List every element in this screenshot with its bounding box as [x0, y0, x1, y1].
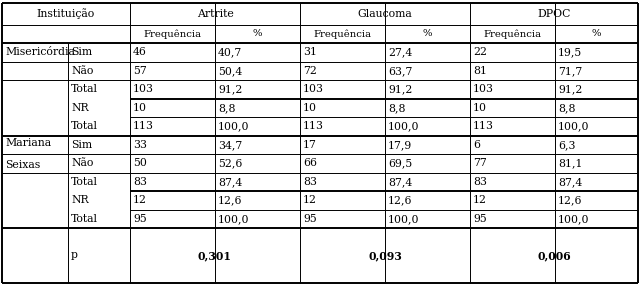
- Text: 40,7: 40,7: [218, 47, 242, 57]
- Text: Sim: Sim: [71, 140, 92, 150]
- Text: Mariana: Mariana: [5, 138, 51, 148]
- Text: 12: 12: [303, 195, 317, 205]
- Text: p: p: [71, 251, 78, 260]
- Text: 19,5: 19,5: [558, 47, 582, 57]
- Text: 12,6: 12,6: [388, 195, 413, 205]
- Text: 91,2: 91,2: [218, 84, 243, 94]
- Text: Instituição: Instituição: [37, 9, 95, 19]
- Text: Frequência: Frequência: [483, 29, 542, 39]
- Text: NR: NR: [71, 195, 89, 205]
- Text: 95: 95: [473, 214, 487, 224]
- Text: 57: 57: [133, 66, 147, 76]
- Text: 100,0: 100,0: [218, 214, 250, 224]
- Text: 103: 103: [303, 84, 324, 94]
- Text: 52,6: 52,6: [218, 158, 243, 168]
- Text: 91,2: 91,2: [388, 84, 412, 94]
- Text: 46: 46: [133, 47, 147, 57]
- Text: 0,093: 0,093: [368, 250, 402, 261]
- Text: 91,2: 91,2: [558, 84, 582, 94]
- Text: Frequência: Frequência: [143, 29, 202, 39]
- Text: 83: 83: [133, 177, 147, 187]
- Text: 33: 33: [133, 140, 147, 150]
- Text: 10: 10: [303, 103, 317, 113]
- Text: 8,8: 8,8: [558, 103, 575, 113]
- Text: 17,9: 17,9: [388, 140, 412, 150]
- Text: 6: 6: [473, 140, 480, 150]
- Text: 87,4: 87,4: [388, 177, 412, 187]
- Text: 87,4: 87,4: [558, 177, 582, 187]
- Text: 103: 103: [133, 84, 154, 94]
- Text: 100,0: 100,0: [218, 121, 250, 131]
- Text: Não: Não: [71, 66, 93, 76]
- Text: 83: 83: [303, 177, 317, 187]
- Text: %: %: [592, 30, 602, 38]
- Text: NR: NR: [71, 103, 89, 113]
- Text: 17: 17: [303, 140, 317, 150]
- Text: Glaucoma: Glaucoma: [358, 9, 412, 19]
- Text: 50: 50: [133, 158, 147, 168]
- Text: 87,4: 87,4: [218, 177, 242, 187]
- Text: 12,6: 12,6: [558, 195, 582, 205]
- Text: 27,4: 27,4: [388, 47, 412, 57]
- Text: 71,7: 71,7: [558, 66, 582, 76]
- Text: 113: 113: [303, 121, 324, 131]
- Text: 72: 72: [303, 66, 317, 76]
- Text: 103: 103: [473, 84, 494, 94]
- Text: 22: 22: [473, 47, 487, 57]
- Text: 12,6: 12,6: [218, 195, 243, 205]
- Text: 12: 12: [133, 195, 147, 205]
- Text: 95: 95: [133, 214, 147, 224]
- Text: 100,0: 100,0: [558, 214, 589, 224]
- Text: 81,1: 81,1: [558, 158, 582, 168]
- Text: 100,0: 100,0: [388, 121, 419, 131]
- Text: 63,7: 63,7: [388, 66, 412, 76]
- Text: 95: 95: [303, 214, 317, 224]
- Text: Não: Não: [71, 158, 93, 168]
- Text: Frequência: Frequência: [313, 29, 372, 39]
- Text: 113: 113: [473, 121, 494, 131]
- Text: Total: Total: [71, 121, 98, 131]
- Text: 83: 83: [473, 177, 487, 187]
- Text: 34,7: 34,7: [218, 140, 242, 150]
- Text: 50,4: 50,4: [218, 66, 242, 76]
- Text: 100,0: 100,0: [388, 214, 419, 224]
- Text: Misericórdia: Misericórdia: [5, 47, 75, 57]
- Text: 10: 10: [133, 103, 147, 113]
- Text: 69,5: 69,5: [388, 158, 412, 168]
- Text: 31: 31: [303, 47, 317, 57]
- Text: Total: Total: [71, 177, 98, 187]
- Text: 0,006: 0,006: [537, 250, 571, 261]
- Text: 100,0: 100,0: [558, 121, 589, 131]
- Text: 66: 66: [303, 158, 317, 168]
- Text: Sim: Sim: [71, 47, 92, 57]
- Text: 6,3: 6,3: [558, 140, 575, 150]
- Text: 10: 10: [473, 103, 487, 113]
- Text: 77: 77: [473, 158, 487, 168]
- Text: Total: Total: [71, 84, 98, 94]
- Text: %: %: [422, 30, 432, 38]
- Text: Artrite: Artrite: [196, 9, 234, 19]
- Text: 81: 81: [473, 66, 487, 76]
- Text: 8,8: 8,8: [218, 103, 236, 113]
- Text: %: %: [253, 30, 262, 38]
- Text: 12: 12: [473, 195, 487, 205]
- Text: 113: 113: [133, 121, 154, 131]
- Text: 0,301: 0,301: [198, 250, 232, 261]
- Text: 8,8: 8,8: [388, 103, 406, 113]
- Text: DPOC: DPOC: [537, 9, 571, 19]
- Text: Total: Total: [71, 214, 98, 224]
- Text: Seixas: Seixas: [5, 160, 40, 170]
